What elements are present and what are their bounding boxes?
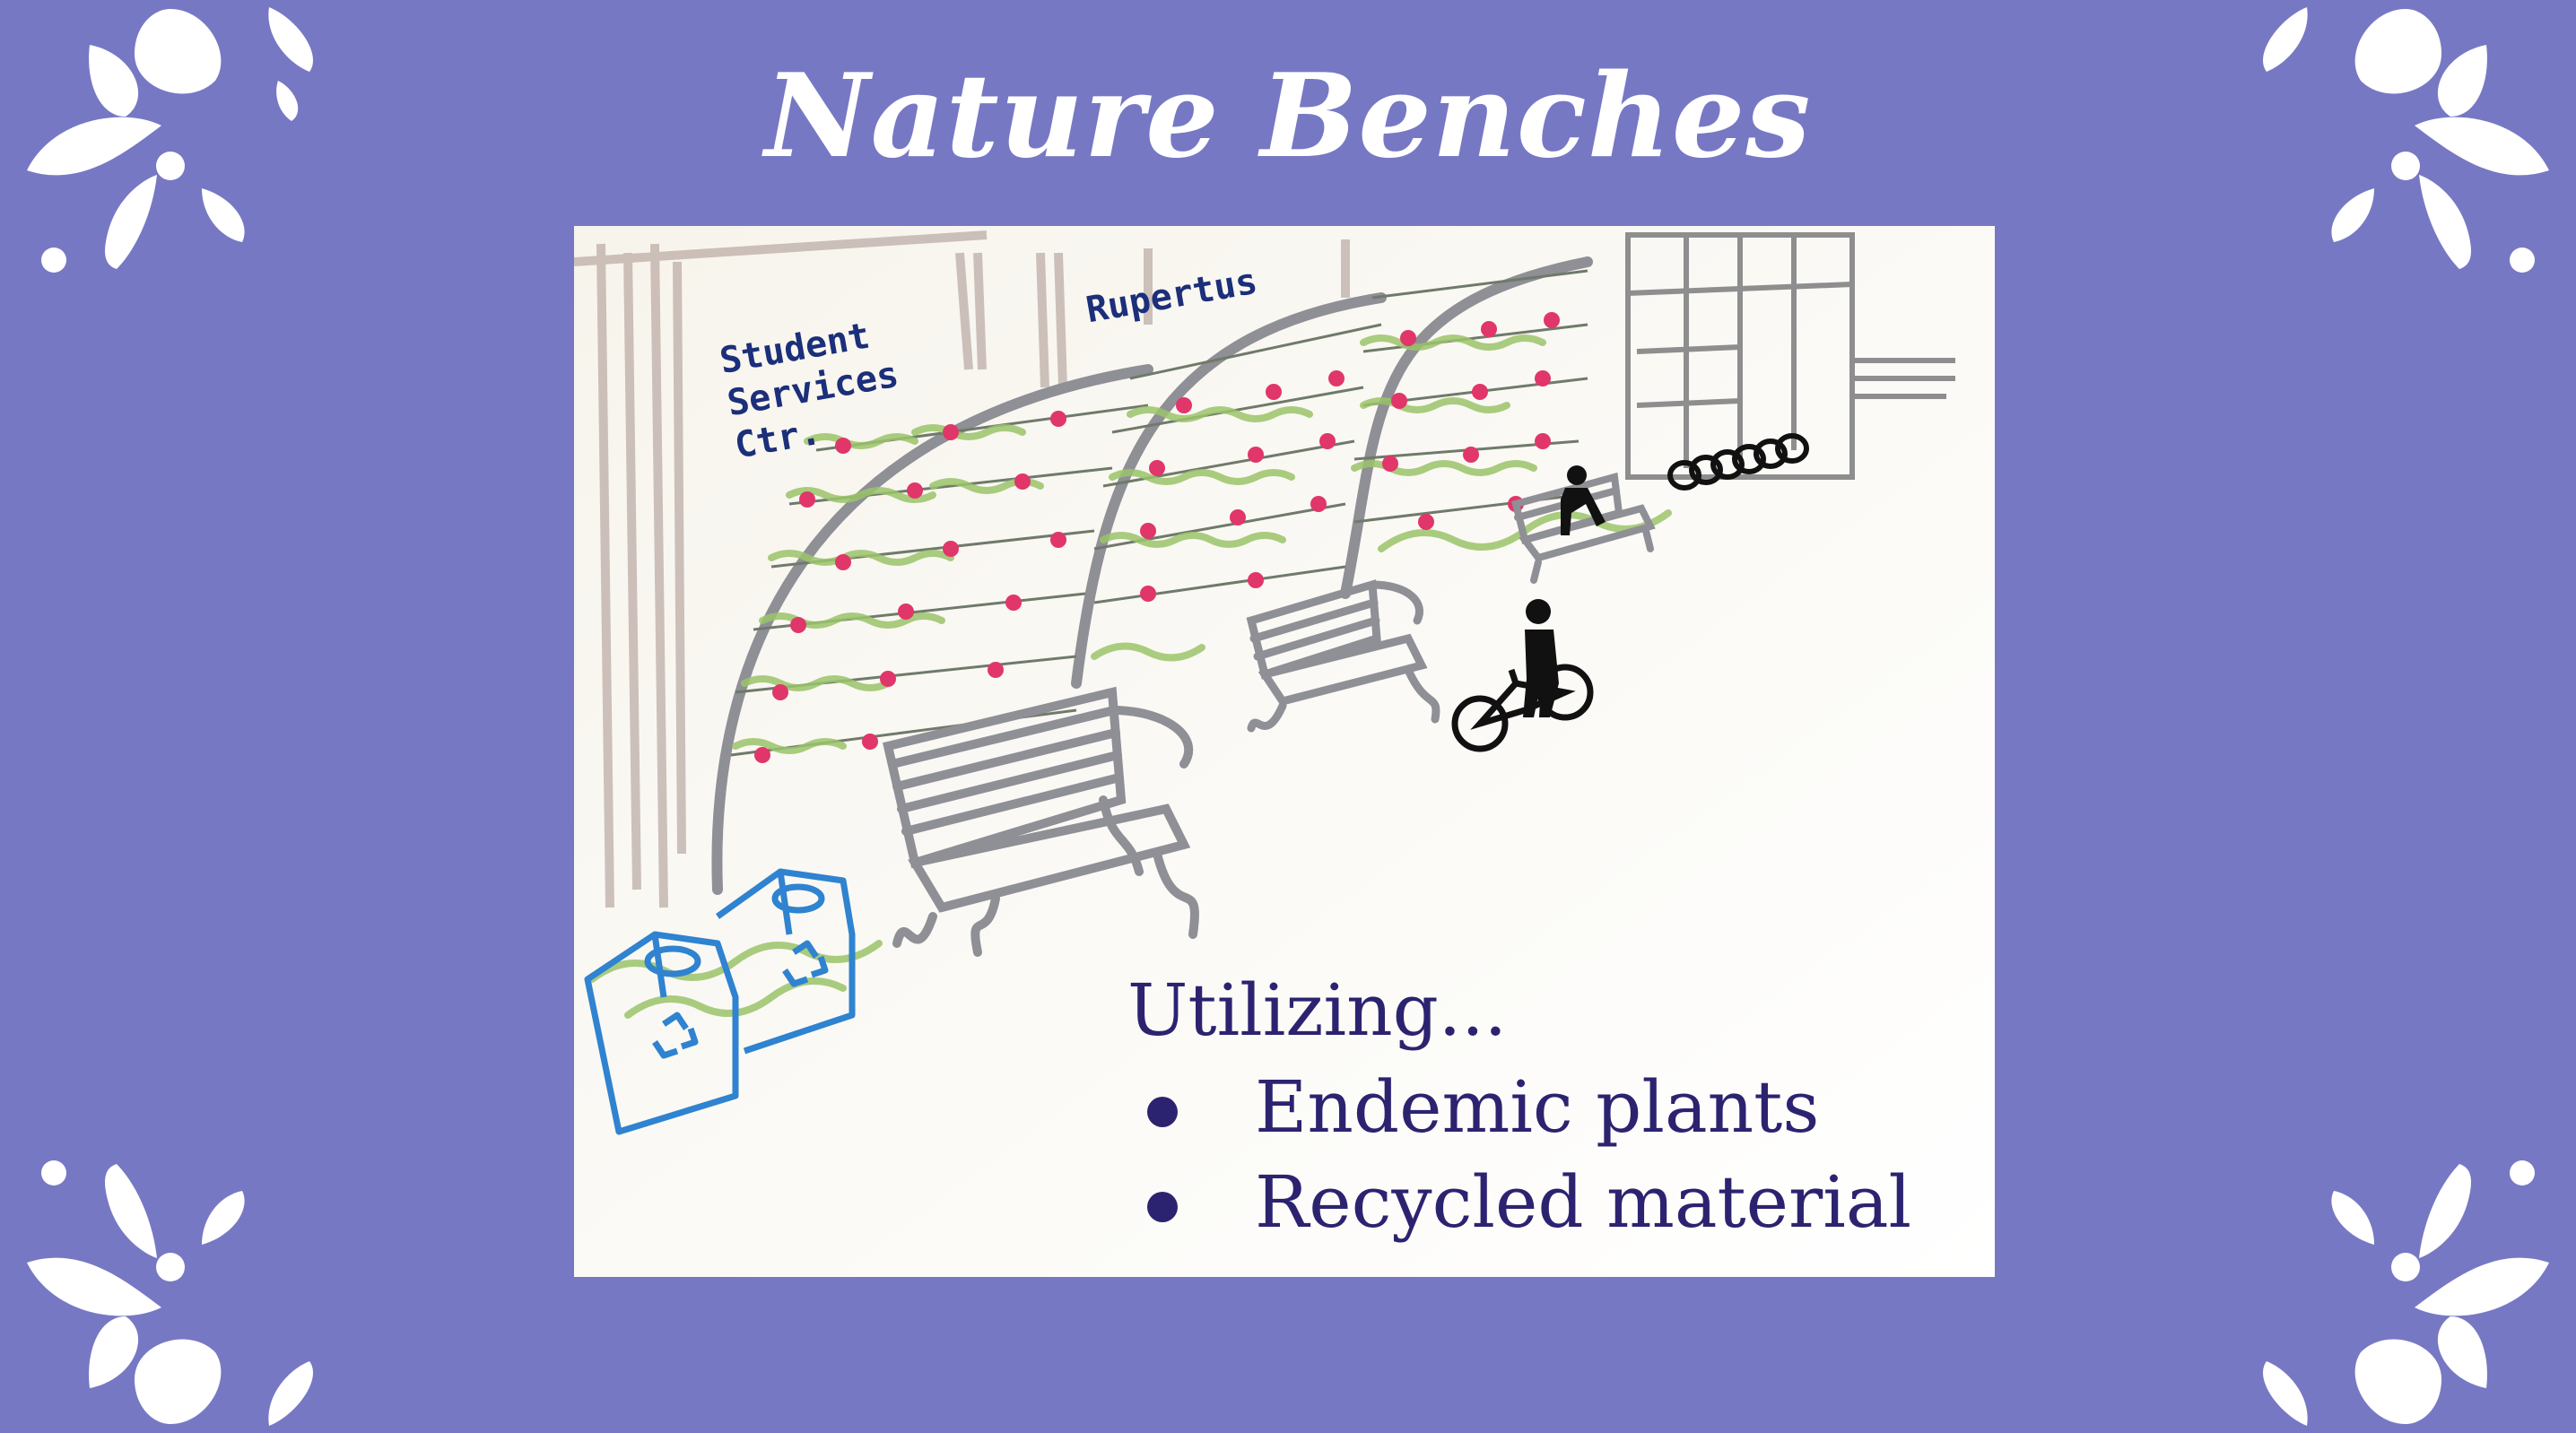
bullet-text: Recycled material [1255, 1160, 1912, 1244]
bench-sketch: Student Services Ctr. Rupertus Utilizing… [574, 226, 1995, 1277]
bench-icon [1246, 579, 1440, 733]
list-item: Endemic plants [1127, 1060, 1989, 1155]
caption: Utilizing... Endemic plants Recycled mat… [1127, 961, 1989, 1250]
caption-bullet-list: Endemic plants Recycled material [1127, 1060, 1989, 1250]
bike-rack-icon [1667, 433, 1809, 491]
list-item: Recycled material [1127, 1155, 1989, 1250]
bullet-icon [1147, 1192, 1178, 1222]
building-right [1625, 232, 1955, 480]
splash-decoration-icon [2263, 7, 2549, 273]
person-icon [1561, 465, 1606, 535]
splash-decoration-icon [27, 1160, 313, 1426]
splash-decoration-icon [2263, 1160, 2549, 1426]
bicycle-icon [1451, 664, 1594, 752]
building-left-hatching [574, 230, 1350, 908]
slide-title: Nature Benches [764, 49, 1812, 184]
bullet-text: Endemic plants [1255, 1065, 1820, 1149]
flowers [754, 312, 1560, 763]
splash-decoration-icon [27, 7, 313, 273]
person-icon [1523, 599, 1559, 717]
recycling-bin-icon [584, 868, 856, 1135]
sketch-drawing [574, 226, 1995, 1277]
bullet-icon [1147, 1097, 1178, 1127]
caption-lead: Utilizing... [1127, 968, 1508, 1052]
bench-icon [883, 686, 1199, 957]
